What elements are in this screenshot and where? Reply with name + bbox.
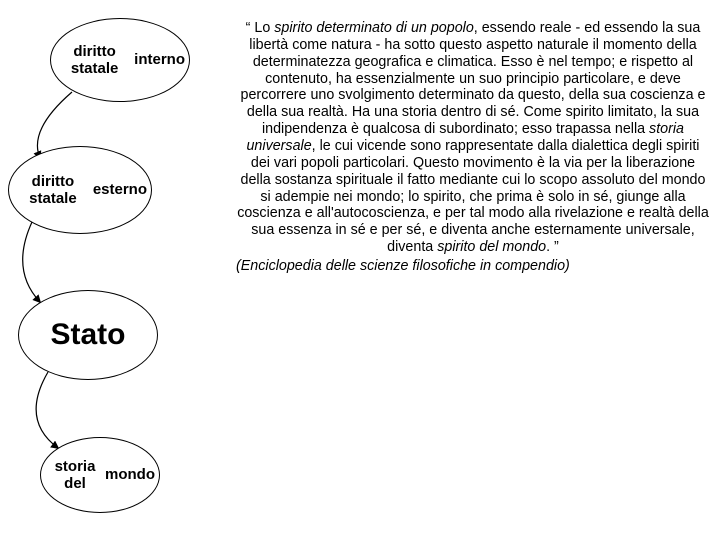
quote-column: “ Lo spirito determinato di un popolo, e… <box>236 20 710 274</box>
diagram-edge-n2-n3 <box>23 222 40 302</box>
quote-opening: “ Lo <box>246 20 275 36</box>
quote-body-1: , essendo reale - ed essendo la sua libe… <box>241 20 706 137</box>
quote-citation: (Enciclopedia delle scienze filosofiche … <box>236 258 710 274</box>
quote-text: “ Lo spirito determinato di un popolo, e… <box>236 20 710 256</box>
diagram-node-n4: storia delmondo <box>40 437 160 513</box>
quote-body-2: , le cui vicende sono rappresentate dall… <box>237 138 709 255</box>
diagram-node-n2: diritto stataleesterno <box>8 146 152 234</box>
quote-emph-1: spirito determinato di un popolo <box>274 20 474 36</box>
diagram-edge-n3-n4 <box>36 372 58 448</box>
diagram-node-n1: diritto stataleinterno <box>50 18 190 102</box>
diagram-node-n3: Stato <box>18 290 158 380</box>
quote-emph-3: spirito del mondo <box>437 239 546 255</box>
quote-closing: . ” <box>546 239 559 255</box>
diagram-column: diritto stataleinterno diritto stataleest… <box>0 0 230 540</box>
